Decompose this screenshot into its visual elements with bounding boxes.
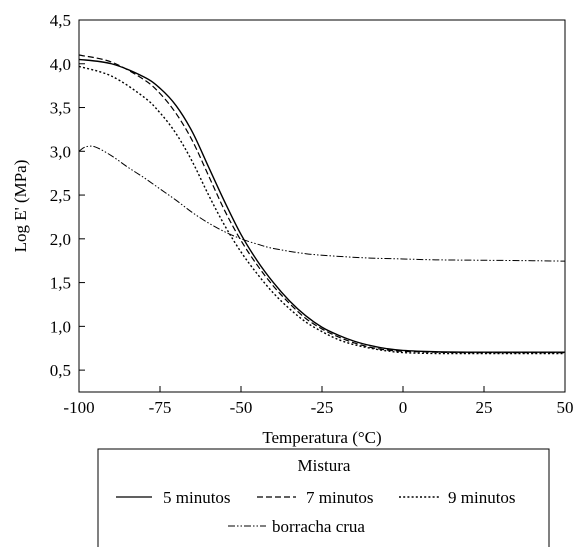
y-tick-label: 4,0 bbox=[50, 55, 71, 74]
x-tick-label: 0 bbox=[399, 398, 408, 417]
y-tick-label: 4,5 bbox=[50, 11, 71, 30]
plot-area-frame bbox=[78, 19, 566, 393]
y-tick-label: 1,5 bbox=[50, 274, 71, 293]
series-line-borracha-crua bbox=[78, 145, 566, 262]
legend-box bbox=[97, 448, 550, 547]
series-line-9-minutos bbox=[78, 65, 565, 355]
x-tick-label: -25 bbox=[311, 398, 334, 417]
series-layer bbox=[78, 54, 566, 355]
y-tick-label: 3,0 bbox=[50, 142, 71, 161]
series-line-7-minutos bbox=[78, 54, 565, 354]
legend-label-5-minutos: 5 minutos bbox=[163, 488, 231, 507]
legend-title: Mistura bbox=[298, 456, 351, 475]
y-tick-label: 2,0 bbox=[50, 230, 71, 249]
legend-label-9-minutos: 9 minutos bbox=[448, 488, 516, 507]
x-tick-label: 25 bbox=[476, 398, 493, 417]
legend-label-borracha-crua: borracha crua bbox=[272, 517, 365, 536]
x-axis-title: Temperatura (°C) bbox=[262, 428, 381, 447]
y-tick-label: 3,5 bbox=[50, 99, 71, 118]
x-axis: -100 -75 -50 -25 0 25 50 bbox=[63, 386, 574, 417]
legend-label-7-minutos: 7 minutos bbox=[306, 488, 374, 507]
x-tick-label: 50 bbox=[557, 398, 574, 417]
y-tick-label: 1,0 bbox=[50, 317, 71, 336]
y-tick-label: 2,5 bbox=[50, 186, 71, 205]
y-tick-label: 0,5 bbox=[50, 361, 71, 380]
series-line-5-minutos bbox=[78, 58, 565, 353]
x-tick-label: -50 bbox=[230, 398, 253, 417]
x-tick-label: -100 bbox=[63, 398, 94, 417]
y-axis-title: Log E' (MPa) bbox=[11, 160, 30, 253]
x-tick-label: -75 bbox=[149, 398, 172, 417]
legend: Mistura 5 minutos 7 minutos 9 minutos bo… bbox=[97, 448, 550, 547]
y-axis: 0,5 1,0 1,5 2,0 2,5 3,0 3,5 4,0 4,5 bbox=[50, 11, 85, 380]
